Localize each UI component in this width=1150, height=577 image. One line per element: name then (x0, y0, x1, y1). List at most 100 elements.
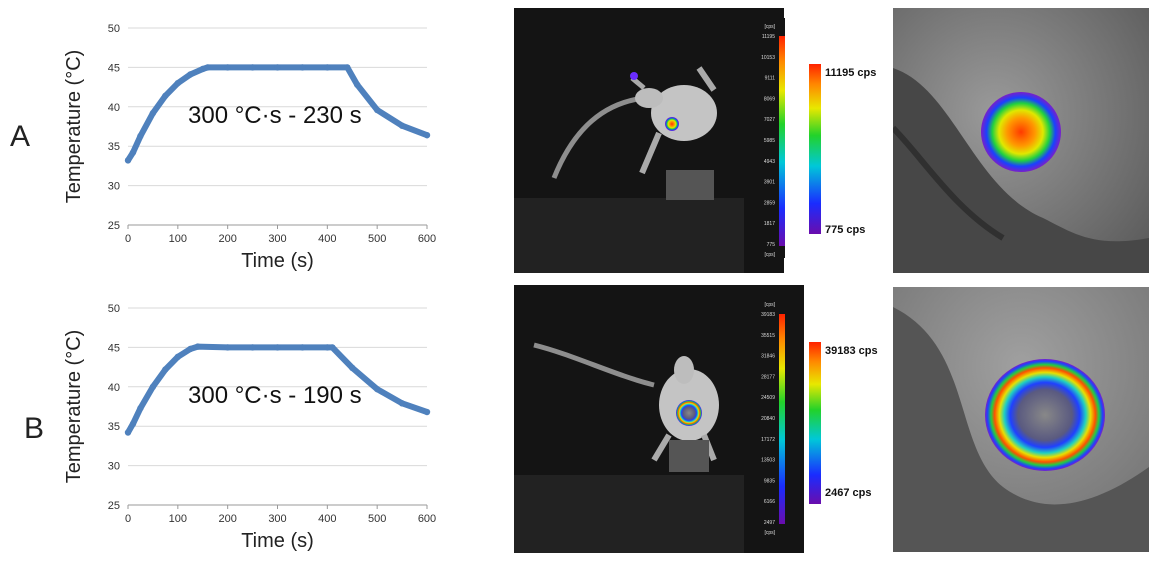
colorbar-tick-label: 31846 (761, 354, 775, 360)
colorbar-tick-label: 28177 (761, 374, 775, 380)
data-point (124, 157, 132, 164)
data-point (274, 344, 281, 351)
y-tick-label: 30 (108, 461, 120, 473)
data-point (187, 345, 194, 353)
x-tick-label: 400 (318, 233, 336, 245)
data-point (373, 106, 381, 114)
colorbar-tick-label: 775 (767, 242, 776, 248)
series-line (125, 343, 430, 436)
x-tick-label: 200 (218, 513, 236, 525)
data-point (199, 65, 206, 73)
panel-label-a: A (10, 120, 31, 153)
colorbar-tick-label: 6166 (764, 499, 775, 505)
y-tick-label: 25 (108, 500, 120, 512)
colorbar-tick-label: 8069 (764, 96, 775, 102)
y-tick-label: 40 (108, 382, 120, 394)
thermal-image-a (514, 8, 784, 273)
data-point (129, 149, 137, 156)
colorbar-tick-label: 3901 (764, 180, 775, 186)
y-tick-label: 25 (108, 220, 120, 232)
data-point (274, 64, 281, 71)
data-point (162, 92, 169, 99)
colorbar-tick-label: 11195 (762, 34, 775, 40)
colorbar-min-label: 775 cps (825, 224, 865, 236)
data-point (129, 420, 137, 428)
y-tick-label: 50 (108, 23, 120, 35)
y-tick-label: 35 (108, 421, 120, 433)
data-point (324, 64, 331, 71)
data-point (423, 131, 431, 139)
data-point (398, 400, 406, 407)
x-tick-label: 0 (125, 233, 131, 245)
colorbar-tick-label: 24509 (761, 395, 775, 401)
x-tick-label: 500 (368, 513, 386, 525)
data-point (249, 64, 256, 71)
y-axis-label: Temperature (°C) (63, 330, 85, 484)
chart-annotation: 300 °C·s - 190 s (188, 382, 362, 409)
colorbar-tick-label: 13503 (761, 458, 775, 464)
y-tick-label: 35 (108, 141, 120, 153)
x-tick-label: 300 (268, 233, 286, 245)
data-point (299, 344, 306, 351)
chart-annotation: 300 °C·s - 230 s (188, 102, 362, 129)
data-point (204, 64, 211, 71)
x-tick-label: 300 (268, 513, 286, 525)
x-axis-label: Time (s) (241, 530, 314, 552)
colorbar-tick-label: 9111 (765, 76, 776, 82)
colorbar-tick-label: 35515 (761, 333, 775, 339)
colorbar-a: [cps] 11195 10153 9111 8069 7027 5985 4943 3901 2… (745, 18, 876, 258)
x-tick-label: 100 (169, 513, 187, 525)
data-point (224, 344, 231, 351)
data-point (187, 71, 194, 78)
data-point (137, 132, 144, 140)
data-point (137, 404, 144, 412)
colorbar-tick-label: 17172 (761, 437, 775, 443)
y-axis-label: Temperature (°C) (63, 50, 85, 204)
x-tick-label: 600 (418, 233, 436, 245)
y-tick-label: 45 (108, 342, 120, 354)
zoom-image-a (893, 8, 1149, 273)
x-axis-label: Time (s) (241, 250, 314, 272)
colorbar-max-label: 39183 cps (825, 345, 878, 357)
data-point (162, 366, 169, 373)
x-tick-label: 500 (368, 233, 386, 245)
data-point (354, 81, 361, 88)
y-tick-label: 45 (108, 62, 120, 74)
colorbar-max-label: 11195 cps (825, 67, 876, 79)
colorbar-tick-label: 1817 (764, 221, 775, 227)
data-point (344, 64, 351, 71)
data-point (249, 344, 256, 351)
data-point (149, 383, 157, 390)
colorbar-tick-label: 7027 (764, 117, 775, 123)
colorbar-tick-label: 4943 (764, 159, 775, 165)
x-tick-label: 600 (418, 513, 436, 525)
colorbar-tick-label: 20840 (761, 416, 775, 422)
data-point (174, 353, 182, 361)
y-tick-label: 30 (108, 181, 120, 193)
zoom-image-b (893, 287, 1149, 552)
colorbar-tick-label: [cps] (764, 252, 775, 258)
colorbar-tick-label: 5985 (764, 138, 775, 144)
data-point (329, 344, 336, 351)
data-point (423, 408, 431, 416)
x-tick-label: 0 (125, 513, 131, 525)
data-point (349, 364, 356, 372)
y-tick-label: 50 (108, 303, 120, 315)
colorbar-tick-label: [cps] (764, 302, 775, 308)
data-point (398, 122, 406, 129)
x-tick-label: 200 (218, 233, 236, 245)
colorbar-min-label: 2467 cps (825, 487, 871, 499)
data-point (373, 385, 381, 393)
colorbar-tick-label: 10153 (761, 55, 775, 61)
x-tick-label: 100 (169, 233, 187, 245)
data-point (124, 429, 132, 436)
colorbar-tick-label: [cps] (764, 530, 775, 536)
colorbar-tick-label: [cps] (764, 24, 775, 30)
colorbar-b: [cps] 39183 35515 31846 28177 24509 20840 17172… (745, 296, 878, 536)
colorbar-tick-label: 2859 (764, 200, 775, 206)
data-point (194, 343, 201, 350)
colorbar-tick-label: 9835 (764, 478, 775, 484)
data-point (299, 64, 306, 71)
